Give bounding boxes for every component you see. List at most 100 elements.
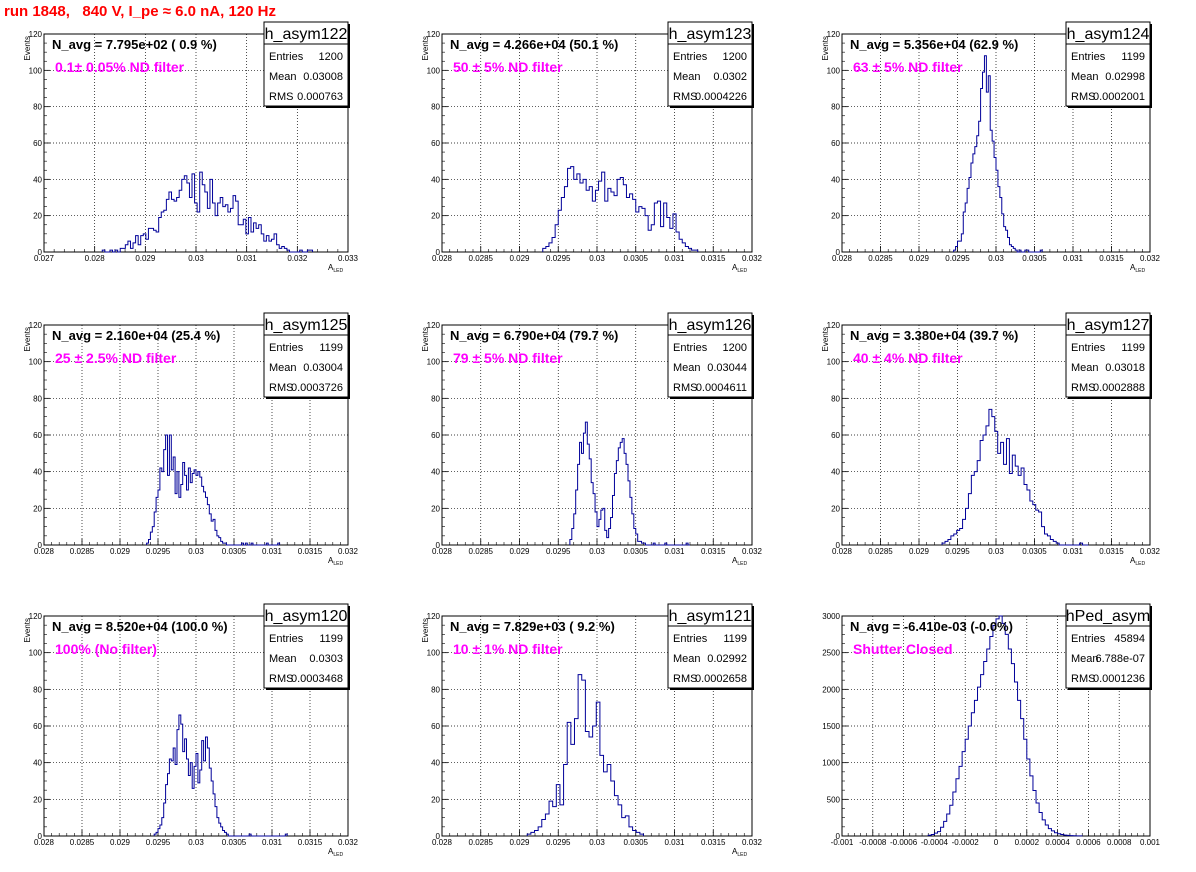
histogram-series-h_asym126: [569, 421, 690, 546]
x-tick-label: 0.029: [509, 838, 530, 847]
navg-label: N_avg = 3.380e+04 (39.7 %): [850, 328, 1018, 343]
filter-label: 63 ± 5% ND filter: [853, 59, 963, 75]
x-axis-title: ALED: [1130, 556, 1145, 567]
stats-label: Entries: [673, 51, 708, 63]
x-tick-label: 0.0008: [1107, 838, 1132, 847]
x-tick-label: 0.031: [262, 838, 283, 847]
x-tick-label: 0.032: [742, 547, 763, 556]
x-tick-label: 0.0285: [70, 838, 95, 847]
x-tick-label: 0.0285: [868, 254, 893, 263]
x-tick-label: 0.029: [509, 254, 530, 263]
x-tick-label: 0.032: [742, 254, 763, 263]
y-tick-label: 80: [431, 103, 440, 112]
y-tick-label: 80: [33, 103, 42, 112]
stats-label: Entries: [269, 633, 304, 645]
stats-value: 0.02992: [707, 653, 747, 665]
stats-value: 1200: [723, 342, 747, 354]
stats-histogram-name: h_asym126: [669, 317, 752, 334]
stats-label: RMS: [269, 91, 293, 103]
x-tick-label: 0.0315: [1099, 547, 1124, 556]
x-tick-label: 0.03: [988, 547, 1004, 556]
x-tick-label: 0.0315: [1099, 254, 1124, 263]
stats-box: [1065, 312, 1151, 398]
y-tick-label: 40: [431, 468, 440, 477]
x-tick-label: 0.0004: [1045, 838, 1070, 847]
x-tick-label: 0.027: [34, 254, 55, 263]
x-tick-label: 0.0295: [546, 838, 571, 847]
x-tick-label: 0.029: [110, 838, 131, 847]
stats-histogram-name: h_asym124: [1067, 26, 1150, 43]
x-tick-label: 0.0315: [701, 838, 726, 847]
y-tick-label: 120: [827, 321, 841, 330]
x-tick-label: -0.0004: [921, 838, 949, 847]
y-axis-title: Events: [821, 36, 830, 60]
x-tick-label: 0.03: [589, 838, 605, 847]
x-tick-label: -0.0008: [859, 838, 887, 847]
x-tick-label: 0.0002: [1015, 838, 1040, 847]
y-axis-title: Events: [421, 36, 430, 60]
stats-label: Mean: [673, 653, 701, 665]
x-tick-label: 0.028: [832, 547, 853, 556]
y-tick-label: 40: [33, 468, 42, 477]
y-tick-label: 0: [836, 248, 841, 257]
y-tick-label: 60: [831, 139, 840, 148]
stats-label: RMS: [673, 673, 697, 685]
x-tick-label: 0.031: [1063, 547, 1084, 556]
x-tick-label: 0.0305: [222, 838, 247, 847]
stats-box: [263, 312, 349, 398]
x-tick-label: 0.0285: [469, 838, 494, 847]
histogram-panel-h_asym124: 0.028 0.0285 0.029 0.0295 0.03 0.0305 0.031 0.0…: [821, 21, 1161, 274]
y-tick-label: 60: [831, 431, 840, 440]
x-tick-label: 0.0315: [298, 838, 323, 847]
y-tick-label: 20: [33, 212, 42, 221]
stats-label: Entries: [1071, 633, 1106, 645]
y-axis-title: Events: [421, 327, 430, 351]
x-tick-label: 0.031: [664, 547, 685, 556]
x-tick-label: 0.029: [110, 547, 131, 556]
y-tick-label: 80: [33, 685, 42, 694]
y-axis-title: Events: [23, 327, 32, 351]
stats-box: [1065, 603, 1151, 689]
stats-label: Entries: [673, 342, 708, 354]
x-axis-title: ALED: [328, 847, 343, 858]
stats-histogram-name: h_asym122: [265, 26, 348, 43]
x-tick-label: -0.0002: [952, 838, 980, 847]
stats-label: Mean: [269, 653, 297, 665]
y-tick-label: 120: [29, 30, 43, 39]
y-tick-label: 120: [427, 30, 441, 39]
x-tick-label: 0.028: [34, 838, 55, 847]
x-tick-label: 0.029: [135, 254, 156, 263]
navg-label: N_avg = 7.829e+03 ( 9.2 %): [450, 619, 615, 634]
stats-value: 45894: [1114, 633, 1145, 645]
y-tick-label: 1000: [822, 759, 840, 768]
y-tick-label: 80: [33, 394, 42, 403]
x-tick-label: 0.031: [1063, 254, 1084, 263]
x-tick-label: 0.029: [509, 547, 530, 556]
navg-label: N_avg = 8.520e+04 (100.0 %): [52, 619, 228, 634]
y-tick-label: 3000: [822, 612, 840, 621]
x-tick-label: 0.032: [742, 838, 763, 847]
stats-box: [667, 603, 753, 689]
stats-label: RMS: [673, 91, 697, 103]
filter-label: 0.1± 0.05% ND filter: [55, 59, 185, 75]
x-tick-label: 0.03: [589, 547, 605, 556]
y-tick-label: 0: [436, 248, 441, 257]
x-tick-label: 0.032: [338, 838, 359, 847]
x-tick-label: 0.028: [832, 254, 853, 263]
x-tick-label: 0.031: [237, 254, 258, 263]
y-tick-label: 60: [431, 431, 440, 440]
navg-label: N_avg = 4.266e+04 (50.1 %): [450, 37, 618, 52]
filter-label: Shutter Closed: [853, 641, 953, 657]
y-axis-title: Events: [23, 618, 32, 642]
x-tick-label: 0.0285: [868, 547, 893, 556]
y-tick-label: 60: [431, 139, 440, 148]
stats-label: Entries: [269, 342, 304, 354]
x-tick-label: 0.0006: [1076, 838, 1101, 847]
stats-label: Mean: [1071, 653, 1099, 665]
x-tick-label: -0.0006: [890, 838, 918, 847]
y-tick-label: 80: [831, 394, 840, 403]
stats-value: 0.0002888: [1093, 382, 1145, 394]
x-tick-label: 0.0305: [624, 838, 649, 847]
filter-label: 40 ± 4% ND filter: [853, 350, 963, 366]
